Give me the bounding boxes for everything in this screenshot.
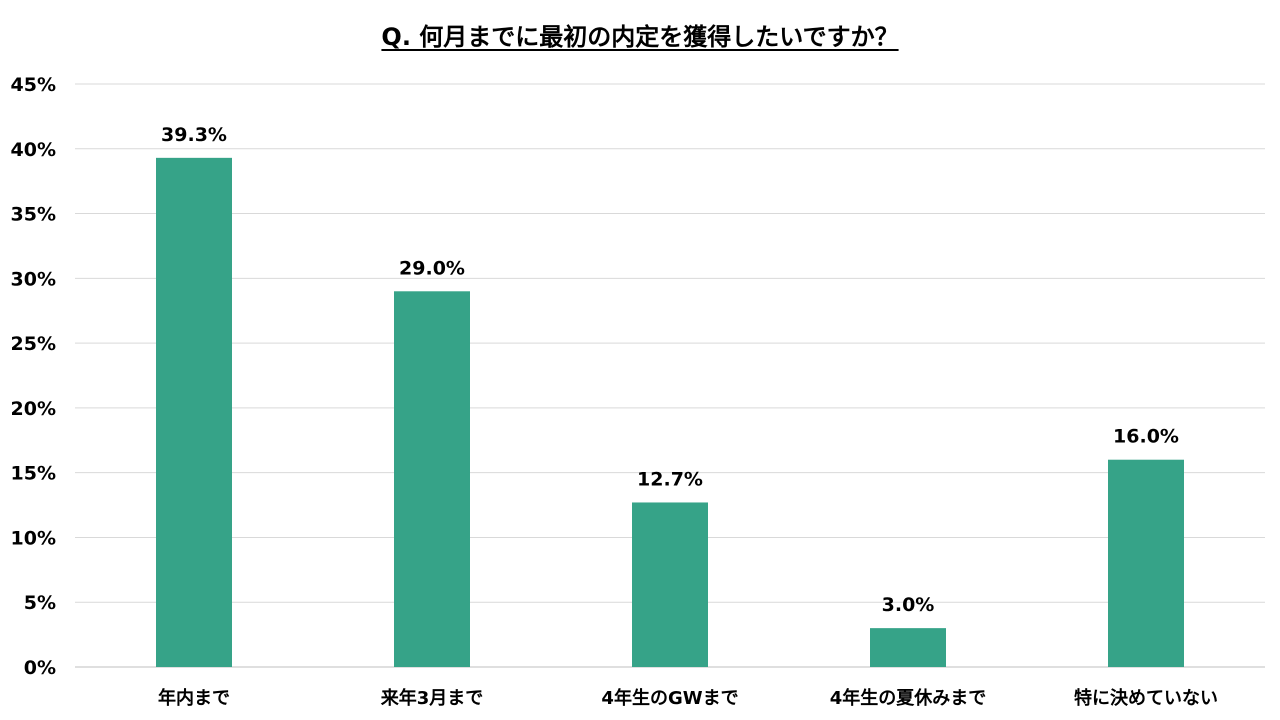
chart-title: Q. 何月までに最初の内定を獲得したいですか？ [0,22,1280,52]
y-axis-ticks: 0% 5% 10% 15% 20% 25% 30% 35% 40% 45% [11,74,56,679]
y-tick-label: 20% [11,398,56,420]
x-tick-label: 特に決めていない [1074,687,1218,709]
bar [156,157,232,667]
chart-title-text: Q. 何月までに最初の内定を獲得したいですか？ [381,23,899,51]
data-label: 39.3% [161,124,227,146]
y-tick-label: 10% [11,527,56,549]
data-label: 12.7% [637,468,703,490]
data-label: 16.0% [1113,426,1179,448]
bar [1108,459,1184,667]
data-label: 3.0% [882,594,935,616]
bar [870,628,946,667]
bars [156,157,1184,667]
x-tick-label: 4年生のGWまで [601,687,738,709]
bar [394,291,470,667]
x-axis-ticks: 年内まで 来年3月まで 4年生のGWまで 4年生の夏休みまで 特に決めていない [158,687,1218,709]
y-tick-label: 35% [11,204,56,226]
data-labels: 39.3% 29.0% 12.7% 3.0% 16.0% [161,124,1179,616]
y-tick-label: 0% [24,657,56,679]
y-tick-label: 40% [11,139,56,161]
y-tick-label: 15% [11,463,56,485]
bar [632,502,708,667]
y-tick-label: 45% [11,74,56,96]
data-label: 29.0% [399,257,465,279]
y-tick-label: 30% [11,268,56,290]
y-tick-label: 5% [24,592,56,614]
x-tick-label: 4年生の夏休みまで [830,687,987,709]
y-tick-label: 25% [11,333,56,355]
x-tick-label: 来年3月まで [380,687,484,709]
x-tick-label: 年内まで [158,687,230,709]
